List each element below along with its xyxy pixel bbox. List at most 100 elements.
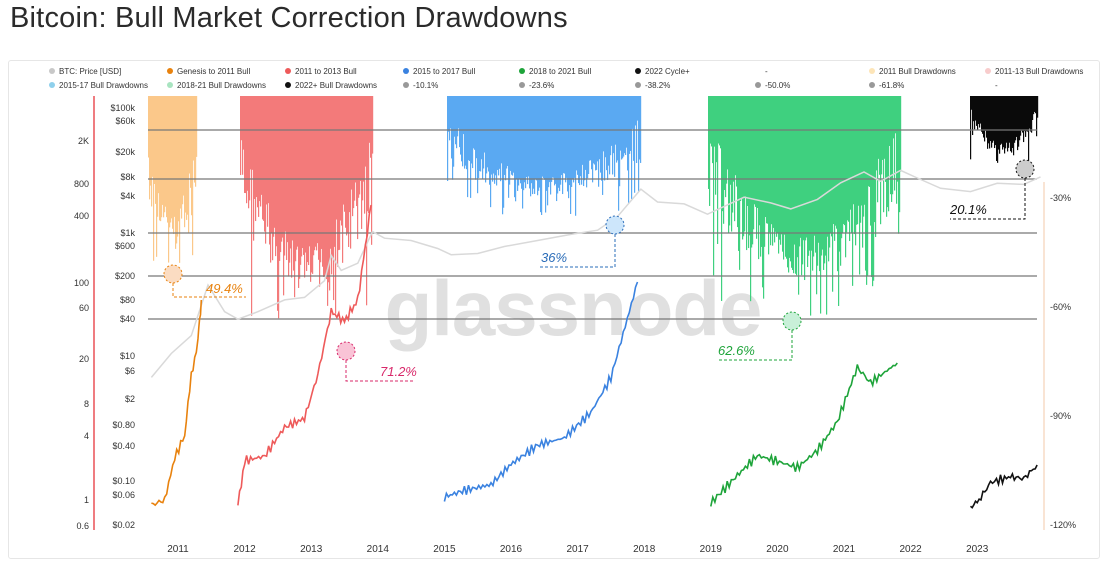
drawdown-bar [781, 96, 783, 235]
drawdown-bar [364, 96, 366, 214]
drawdown-bar [994, 96, 996, 149]
drawdown-bar [990, 96, 992, 142]
drawdown-bar [178, 96, 180, 222]
drawdown-bar [312, 96, 314, 274]
drawdown-bar [796, 96, 798, 276]
drawdown-bar [786, 96, 788, 259]
drawdown-marker [163, 264, 183, 284]
drawdown-bar [567, 96, 569, 192]
y-tick-inner: $6 [125, 366, 135, 376]
drawdown-bar [268, 96, 270, 204]
drawdown-bar [296, 96, 298, 250]
drawdown-bar [615, 96, 617, 145]
drawdown-bar [606, 96, 608, 171]
drawdown-bar [449, 96, 451, 141]
drawdown-bar [855, 96, 857, 246]
drawdown-label: 62.6% [718, 343, 755, 358]
drawdown-bar [998, 96, 1000, 150]
drawdown-bar [581, 96, 583, 185]
drawdown-bar [759, 96, 761, 226]
drawdown-bar [358, 96, 360, 198]
legend-swatch [49, 82, 55, 88]
drawdown-bar [719, 96, 721, 146]
drawdown-bar [798, 96, 800, 295]
drawdown-bar [603, 96, 605, 152]
drawdown-bar [597, 96, 599, 162]
drawdown-bar [267, 96, 269, 227]
drawdown-bar [837, 96, 839, 272]
drawdown-bar [713, 96, 715, 276]
drawdown-bar [611, 96, 613, 146]
drawdown-bar [894, 96, 896, 191]
drawdown-bar [290, 96, 292, 249]
drawdown-callout [172, 283, 246, 298]
drawdown-bar [771, 96, 773, 225]
drawdown-bar [971, 96, 973, 110]
drawdown-bar [519, 96, 521, 180]
drawdown-bar [587, 96, 589, 179]
drawdown-bar [572, 96, 574, 180]
drawdown-bar [981, 96, 983, 132]
drawdown-bar [716, 96, 718, 163]
y-tick-inner: $0.02 [112, 520, 135, 530]
legend-label: - [765, 67, 768, 76]
drawdown-bar [627, 96, 629, 171]
drawdown-bar [487, 96, 489, 168]
drawdown-bar [329, 96, 331, 291]
drawdown-bar [827, 96, 829, 237]
drawdown-bar [269, 96, 271, 245]
series-line [710, 362, 898, 507]
drawdown-bar [996, 96, 998, 161]
drawdown-bar [362, 96, 364, 201]
drawdown-bar [195, 96, 197, 187]
drawdown-bar [313, 96, 315, 256]
legend-swatch [985, 68, 991, 74]
drawdown-bar [824, 96, 826, 264]
legend-label: -38.2% [645, 81, 670, 90]
drawdown-bar [550, 96, 552, 195]
drawdown-bar [1015, 96, 1017, 141]
drawdown-bar [989, 96, 991, 149]
drawdown-bar [345, 96, 347, 228]
drawdown-bar [867, 96, 869, 276]
drawdown-bar [538, 96, 540, 191]
drawdown-bar [244, 96, 246, 193]
drawdown-bar [983, 96, 985, 138]
drawdown-bar [583, 96, 585, 187]
drawdown-bar [506, 96, 508, 169]
drawdown-bar [348, 96, 350, 247]
drawdown-bar [811, 96, 813, 251]
legend-label: 2011-13 Bull Drawdowns [995, 67, 1083, 76]
drawdown-bar [524, 96, 526, 183]
drawdown-bar [472, 96, 474, 169]
drawdown-bar [189, 96, 191, 174]
x-tick: 2011 [167, 544, 189, 555]
drawdown-bar [335, 96, 337, 314]
drawdown-bar [499, 96, 501, 169]
drawdown-bar [635, 96, 637, 126]
drawdown-bar [483, 96, 485, 169]
drawdown-bar [737, 96, 739, 228]
drawdown-bar [856, 96, 858, 225]
drawdown-bar [526, 96, 528, 177]
legend-label: -10.1% [413, 81, 438, 90]
drawdown-bar [711, 96, 713, 147]
drawdown-bar [836, 96, 838, 229]
drawdown-bar [303, 96, 305, 255]
drawdown-bar [1036, 96, 1038, 137]
drawdown-bar [366, 96, 368, 306]
drawdown-bar [853, 96, 855, 205]
drawdown-bar [609, 96, 611, 175]
drawdown-bar [1005, 96, 1007, 149]
drawdown-bar [327, 96, 329, 306]
drawdown-bar [326, 96, 328, 280]
drawdown-bar [180, 96, 182, 209]
drawdown-bar [817, 96, 819, 266]
drawdown-bar [620, 96, 622, 151]
drawdown-bar [736, 96, 738, 187]
drawdown-bar [322, 96, 324, 267]
drawdown-bar [301, 96, 303, 257]
drawdown-bar [248, 96, 250, 209]
drawdown-band-2015-17 [447, 96, 642, 216]
drawdown-bar [986, 96, 988, 138]
